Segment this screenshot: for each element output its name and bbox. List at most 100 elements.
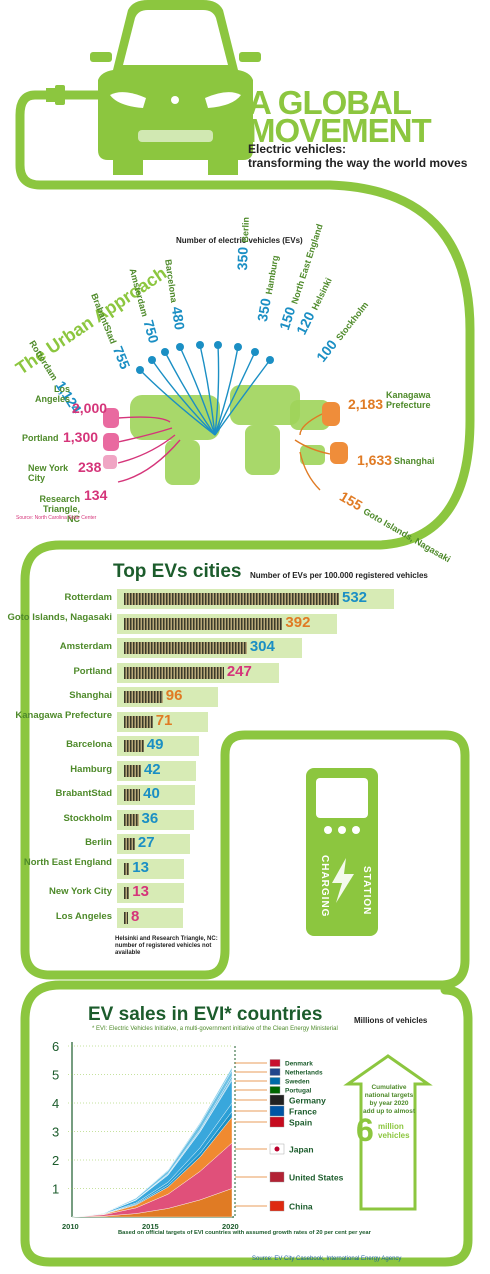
pink-cables [117, 416, 181, 483]
urban-approach-figure [103, 341, 348, 491]
bar [124, 813, 139, 826]
city-value-shanghai: 1,633 [357, 452, 393, 468]
bar [124, 764, 141, 777]
x-tick-label: 2010 [62, 1222, 79, 1231]
bar-row: Los Angeles 8 [0, 907, 490, 929]
legend-label: France [289, 1107, 317, 1117]
legend-label: Portugal [285, 1088, 312, 1095]
flag-icon [269, 1077, 281, 1085]
bar-value-label: 247 [226, 662, 252, 680]
bar-row: Kanagawa Prefecture 71 [0, 709, 490, 733]
bar-category-label: Amsterdam [59, 641, 112, 652]
bar-row: Barcelona 49 [0, 735, 490, 757]
bar-category-label: Stockholm [63, 812, 112, 824]
world-map [130, 385, 330, 485]
y-tick-label: 1 [52, 1182, 59, 1197]
bar [124, 740, 144, 752]
page-subtitle-line2: transforming the way the world moves [248, 156, 468, 170]
page-title-line1: A GLOBAL [248, 84, 412, 121]
city-value-portland: 1,300 [63, 429, 99, 445]
y-tick-label: 4 [52, 1096, 59, 1111]
city-name-shanghai: Shanghai [394, 456, 435, 466]
bar-category-label: Rotterdam [64, 592, 112, 603]
bar [124, 887, 130, 899]
bar-row: Stockholm 36 [0, 809, 490, 831]
legend-label: China [289, 1202, 313, 1212]
y-tick-label: 5 [52, 1068, 59, 1083]
city-name-new-york-city: New York City [28, 463, 69, 483]
blue-cables [139, 344, 271, 436]
bar-category-label: Los Angeles [55, 910, 112, 922]
bar-value-label: 49 [146, 736, 164, 753]
area-series-denmark [71, 1066, 233, 1218]
legend-label: Japan [289, 1145, 314, 1155]
x-tick-label: 2020 [222, 1222, 239, 1231]
bar [124, 593, 339, 605]
bar [124, 911, 128, 924]
bar-row: Goto Islands, Nagasaki 392 [0, 611, 490, 635]
bar [124, 862, 130, 875]
orange-cables [294, 413, 331, 491]
callout-unit: million vehicles [378, 1122, 410, 1140]
evi-basis-note: Based on official targets of EVI countri… [118, 1230, 371, 1236]
city-name-kanagawa: Kanagawa Prefecture [386, 390, 431, 410]
bar-row: Hamburg 42 [0, 760, 490, 782]
evi-area-chart: 1 2 3 4 5 6 2010 2015 2020 Denmark Netherlands Swed… [52, 1039, 344, 1231]
x-tick-label: 2015 [142, 1222, 159, 1231]
bar-value-label: 42 [143, 760, 161, 778]
bar-category-label: Portland [73, 665, 112, 677]
callout-text: Cumulative national targets by year 2020… [363, 1084, 415, 1115]
bar [124, 838, 135, 850]
bar-background [117, 834, 190, 854]
legend-label: United States [289, 1173, 344, 1183]
charging-label: CHARGING [319, 855, 330, 918]
urban-legend: Number of electric vehicles (EVs) [176, 236, 303, 245]
evi-footnote: * EVI: Electric Vehicles Initiative, a m… [92, 1026, 338, 1032]
flag-icon [269, 1086, 281, 1094]
flag-icon [269, 1105, 285, 1117]
page-title-line2: MOVEMENT [248, 112, 432, 149]
bar-category-label: Kanagawa Prefecture [15, 709, 112, 721]
y-tick-label: 3 [52, 1125, 59, 1140]
city-name-portland: Portland [22, 433, 59, 443]
bar-category-label: New York City [48, 886, 112, 897]
city-value-los-angeles: 2,000 [72, 400, 108, 416]
legend-label: Spain [289, 1118, 312, 1128]
top-cities-note: Helsinki and Research Triangle, NC: numb… [115, 936, 218, 956]
flag-icon [269, 1068, 281, 1076]
station-label: STATION [361, 866, 372, 916]
legend-label: Netherlands [285, 1070, 323, 1077]
bar-background [117, 907, 183, 928]
bar-value-label: 96 [165, 687, 183, 704]
bar-value-label: 304 [249, 638, 275, 655]
bar-value-label: 13 [132, 858, 149, 876]
callout-arrow [343, 1054, 433, 1211]
bar-row: New York City 13 [0, 882, 490, 904]
bar [124, 617, 283, 630]
bar-category-label: Shanghai [69, 690, 112, 701]
bar [124, 789, 141, 801]
bar-value-label: 13 [132, 883, 149, 900]
page-subtitle-line1: Electric vehicles: [248, 142, 347, 156]
top-cities-subtitle: Number of EVs per 100.000 registered veh… [250, 571, 428, 580]
bar [124, 715, 153, 728]
bar-category-label: BrabantStad [55, 788, 112, 799]
bar-row: Amsterdam 304 [0, 637, 490, 659]
city-value-research-triangle: 134 [84, 487, 108, 503]
bar-value-label: 392 [285, 613, 311, 631]
flag-icon [269, 1200, 285, 1212]
top-cities-title: Top EVs cities [113, 561, 242, 582]
bar-row: Rotterdam 532 [0, 588, 490, 610]
callout-number: 6 [356, 1112, 374, 1148]
city-label-berlin: 350 Berlin [234, 216, 251, 271]
bar-row: North East England 13 [0, 857, 490, 880]
flag-dot [274, 1146, 280, 1152]
bar-value-label: 36 [141, 809, 159, 827]
evi-unit: Millions of vehicles [354, 1016, 428, 1025]
bar-category-label: Berlin [85, 837, 112, 848]
bar-value-label: 8 [131, 907, 140, 925]
bar [124, 691, 163, 703]
evi-title: EV sales in EVI* countries [88, 1004, 323, 1025]
bar-category-label: Goto Islands, Nagasaki [7, 611, 112, 623]
bar-row: Berlin 27 [0, 833, 490, 855]
